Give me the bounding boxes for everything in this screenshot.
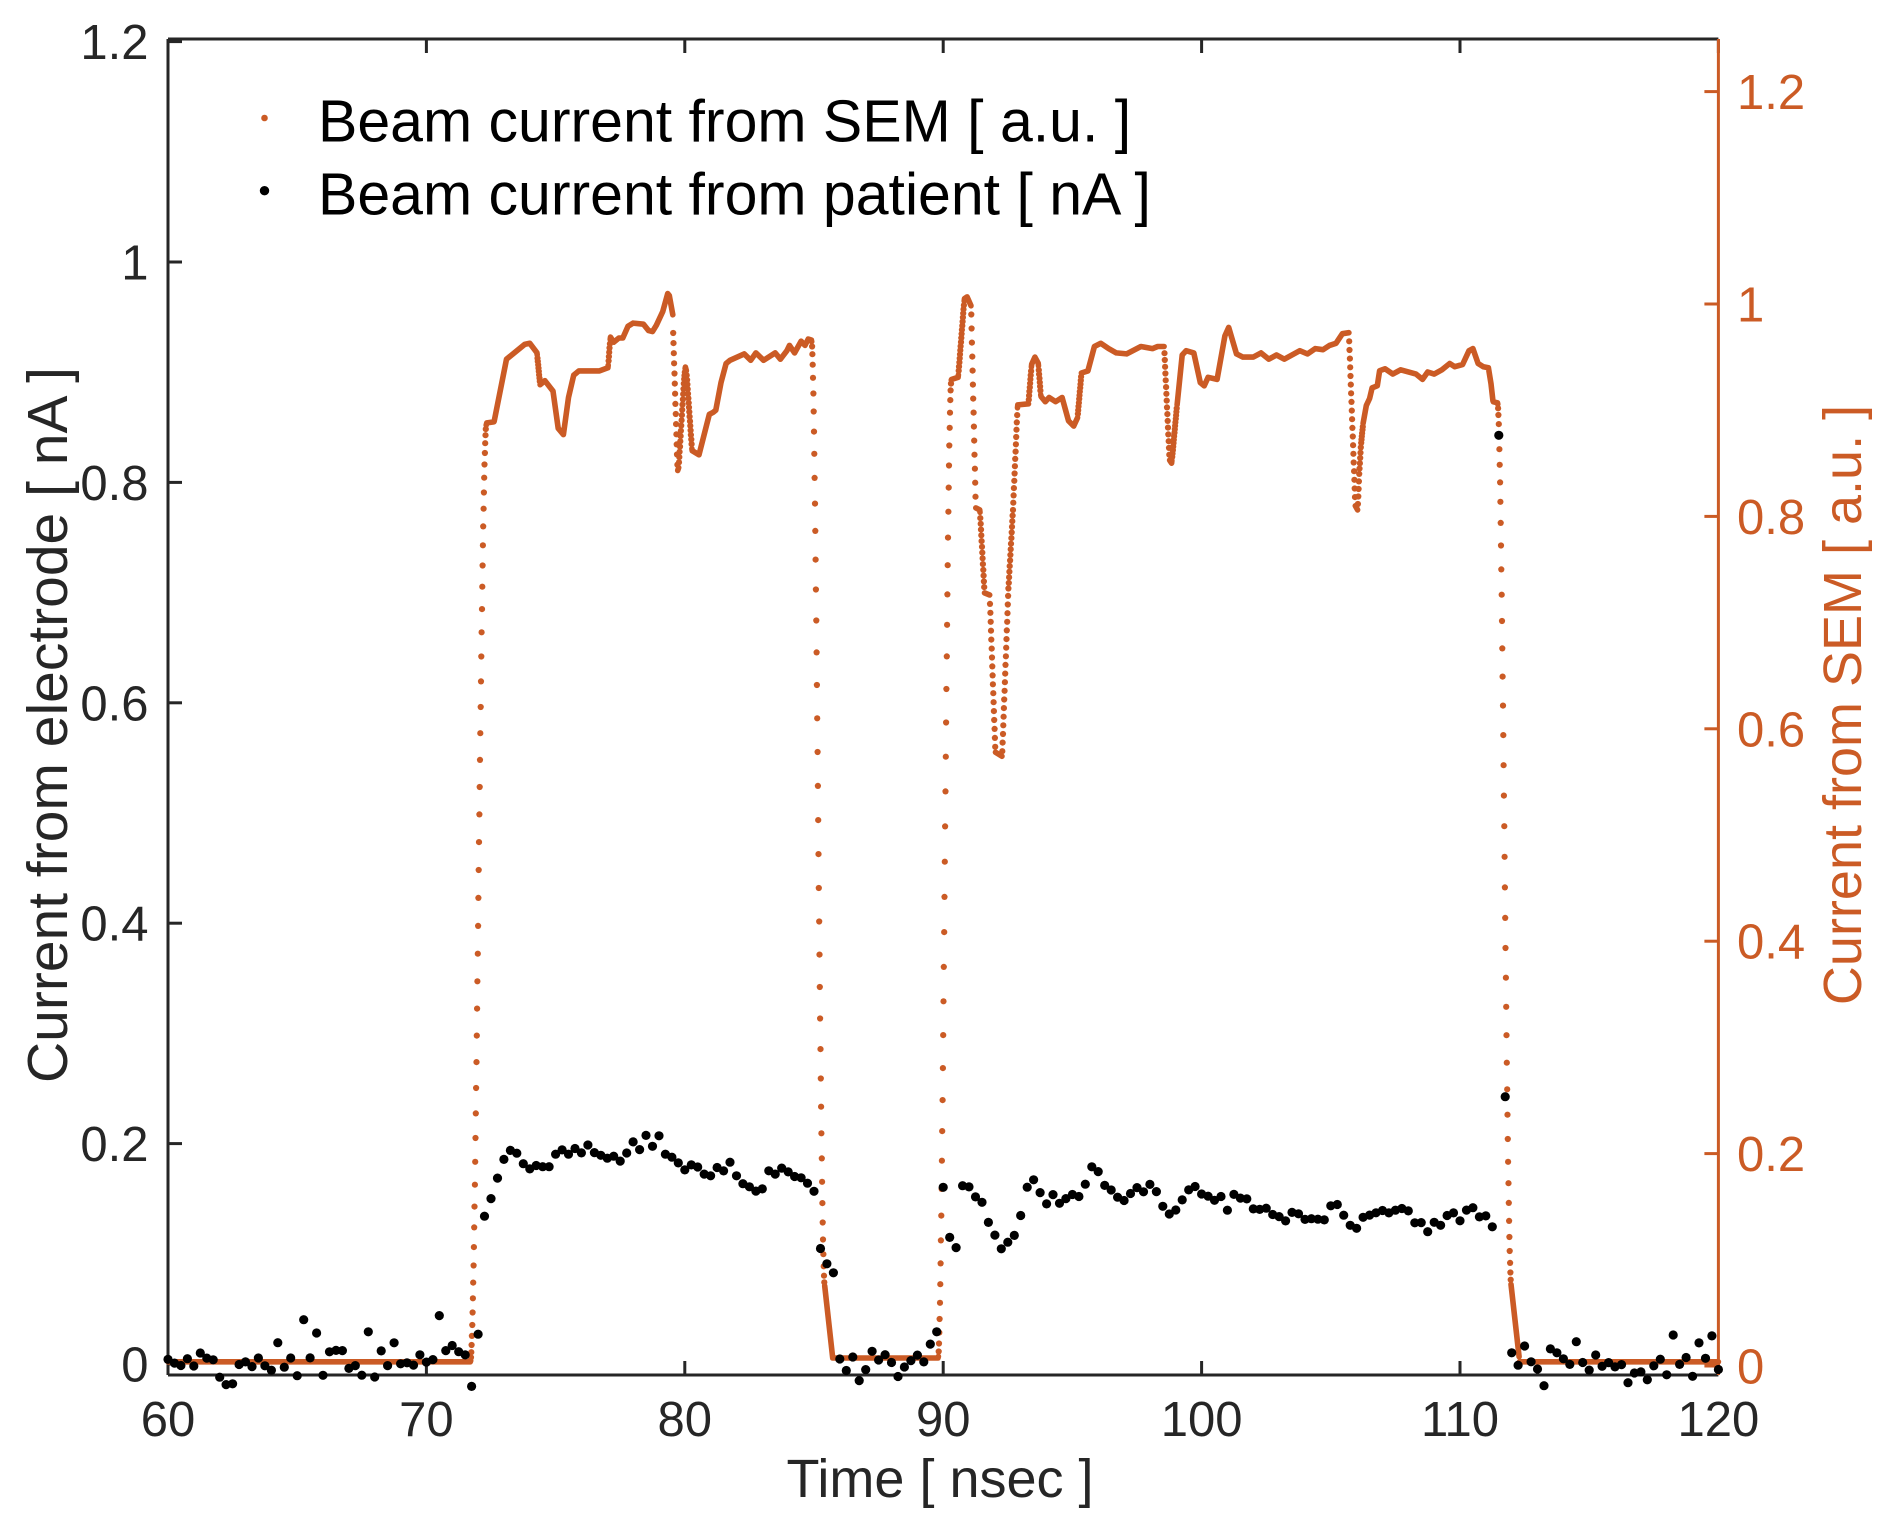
svg-text:0.4: 0.4 (80, 898, 148, 952)
svg-text:110: 110 (1421, 1393, 1499, 1447)
svg-text:0.4: 0.4 (1737, 916, 1805, 970)
svg-text:Time [ nsec ]: Time [ nsec ] (786, 1449, 1093, 1509)
svg-text:1: 1 (1737, 279, 1764, 333)
svg-text:100: 100 (1161, 1393, 1243, 1447)
svg-text:70: 70 (399, 1393, 454, 1447)
svg-text:Current from SEM [ a.u. ]: Current from SEM [ a.u. ] (1813, 405, 1873, 1005)
svg-text:60: 60 (141, 1393, 196, 1447)
svg-text:1.2: 1.2 (80, 16, 148, 70)
svg-text:0.6: 0.6 (1737, 703, 1805, 757)
svg-text:120: 120 (1678, 1393, 1760, 1447)
svg-text:80: 80 (658, 1393, 713, 1447)
svg-text:0: 0 (1737, 1341, 1764, 1395)
svg-text:0.8: 0.8 (1737, 491, 1805, 545)
svg-text:1.2: 1.2 (1737, 66, 1805, 120)
svg-text:1: 1 (121, 237, 148, 291)
svg-text:0.2: 0.2 (1737, 1128, 1805, 1182)
svg-text:Current from electrode [ nA ]: Current from electrode [ nA ] (16, 367, 80, 1083)
svg-text:Beam current from patient [ nA: Beam current from patient [ nA ] (318, 162, 1151, 228)
svg-text:0.6: 0.6 (80, 677, 148, 731)
svg-text:90: 90 (916, 1393, 971, 1447)
svg-text:0: 0 (121, 1339, 148, 1393)
svg-text:0.2: 0.2 (80, 1118, 148, 1172)
svg-text:0.8: 0.8 (80, 457, 148, 511)
svg-text:Beam current from SEM [ a.u. ]: Beam current from SEM [ a.u. ] (318, 89, 1131, 155)
